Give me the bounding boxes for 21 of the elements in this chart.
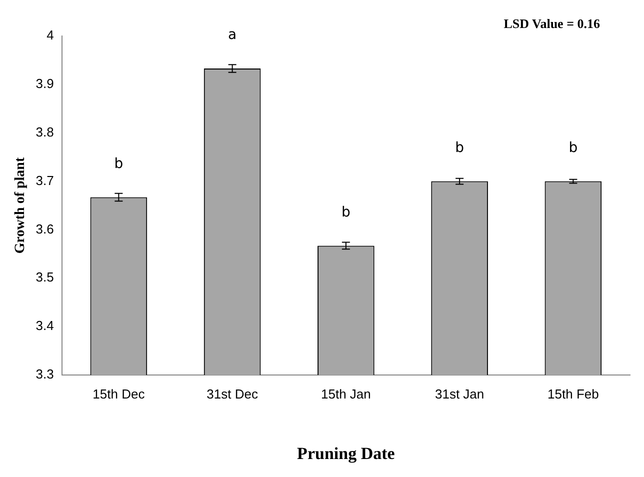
annotation: a [228, 27, 237, 44]
x-tick-label: 15th Jan [321, 386, 371, 402]
y-axis-title: Growth of plant [13, 157, 28, 254]
annotation: b [341, 204, 350, 220]
y-tick-label: 3.8 [36, 124, 54, 140]
x-tick-label: 31st Jan [434, 386, 484, 402]
x-tick-label: 15th Dec [92, 386, 146, 402]
x-tick-label: 15th Feb [548, 386, 599, 402]
x-axis-title: Pruning Date [297, 444, 396, 464]
y-tick-label: 3.4 [36, 318, 54, 334]
y-tick-label: 4 [46, 28, 54, 43]
y-tick-label: 3.6 [36, 221, 54, 236]
annotation: b [568, 140, 578, 156]
x-tick-label: 31st Dec [206, 386, 258, 402]
y-tick-label: 3.5 [36, 270, 54, 285]
y-tick-label: 3.3 [36, 366, 54, 382]
y-tick-label: 3.9 [36, 76, 54, 92]
text: LSD Value = 0.16 [504, 16, 600, 31]
annotation: b [114, 156, 124, 172]
annotation: b [455, 140, 464, 156]
y-tick-label: 3.7 [36, 172, 54, 188]
